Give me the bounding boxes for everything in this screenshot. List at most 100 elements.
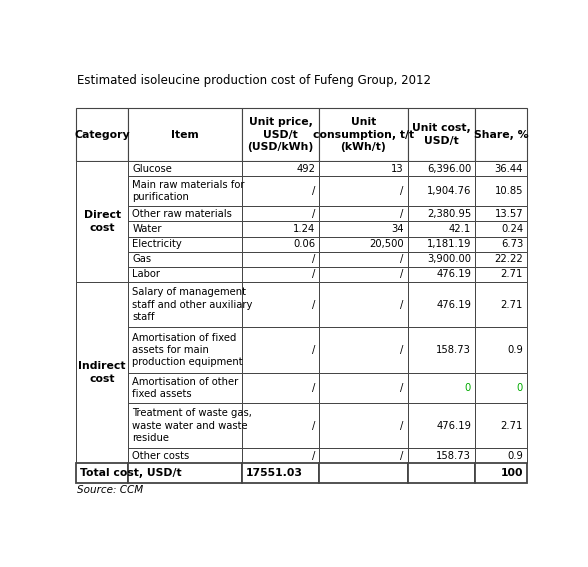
Bar: [128, 176, 242, 206]
Bar: [319, 236, 407, 252]
Text: Other raw materials: Other raw materials: [132, 209, 232, 219]
Bar: [76, 282, 128, 327]
Text: 0.24: 0.24: [501, 224, 523, 234]
Bar: [76, 222, 128, 236]
Bar: [407, 252, 475, 267]
Text: 0: 0: [465, 383, 471, 393]
Text: /: /: [312, 383, 315, 393]
Text: 0: 0: [517, 383, 523, 393]
Bar: [475, 327, 527, 373]
Text: Main raw materials for
purification: Main raw materials for purification: [132, 180, 245, 202]
Bar: [128, 222, 242, 236]
Bar: [319, 161, 407, 176]
Bar: [407, 373, 475, 403]
Text: Direct
cost: Direct cost: [83, 210, 121, 232]
Text: /: /: [400, 451, 404, 461]
Text: /: /: [312, 186, 315, 196]
Text: 42.1: 42.1: [449, 224, 471, 234]
Bar: [475, 463, 527, 483]
Bar: [242, 161, 319, 176]
Text: Unit
consumption, t/t
(kWh/t): Unit consumption, t/t (kWh/t): [313, 117, 414, 152]
Bar: [475, 403, 527, 448]
Bar: [128, 206, 242, 222]
Text: Item: Item: [171, 129, 199, 139]
Bar: [76, 327, 128, 373]
Text: Glucose: Glucose: [132, 163, 172, 174]
Text: 6.73: 6.73: [501, 239, 523, 249]
Text: /: /: [400, 269, 404, 280]
Bar: [475, 373, 527, 403]
Bar: [319, 252, 407, 267]
Bar: [407, 236, 475, 252]
Text: Total cost, USD/t: Total cost, USD/t: [80, 468, 181, 478]
Bar: [475, 108, 527, 161]
Text: Treatment of waste gas,
waste water and waste
residue: Treatment of waste gas, waste water and …: [132, 408, 252, 443]
Bar: [242, 327, 319, 373]
Bar: [319, 463, 407, 483]
Text: /: /: [400, 345, 404, 355]
Bar: [242, 108, 319, 161]
Bar: [407, 206, 475, 222]
Text: 2.71: 2.71: [500, 269, 523, 280]
Bar: [407, 463, 475, 483]
Text: /: /: [312, 451, 315, 461]
Text: 10.85: 10.85: [495, 186, 523, 196]
Text: /: /: [400, 186, 404, 196]
Text: 34: 34: [391, 224, 404, 234]
Bar: [407, 403, 475, 448]
Bar: [475, 236, 527, 252]
Bar: [128, 236, 242, 252]
Text: Category: Category: [74, 129, 130, 139]
Bar: [128, 267, 242, 282]
Text: Water: Water: [132, 224, 162, 234]
Text: 13.57: 13.57: [495, 209, 523, 219]
Bar: [407, 176, 475, 206]
Bar: [242, 236, 319, 252]
Bar: [242, 206, 319, 222]
Bar: [407, 161, 475, 176]
Text: 476.19: 476.19: [436, 421, 471, 430]
Bar: [475, 448, 527, 463]
Text: 158.73: 158.73: [436, 345, 471, 355]
Bar: [242, 282, 319, 327]
Text: 100: 100: [500, 468, 523, 478]
Text: Unit cost,
USD/t: Unit cost, USD/t: [412, 124, 470, 146]
Text: Gas: Gas: [132, 254, 152, 264]
Text: 2.71: 2.71: [500, 421, 523, 430]
Bar: [475, 161, 527, 176]
Bar: [407, 448, 475, 463]
Text: 0.06: 0.06: [293, 239, 315, 249]
Bar: [76, 161, 128, 282]
Text: 476.19: 476.19: [436, 299, 471, 310]
Text: /: /: [312, 269, 315, 280]
Text: 3,900.00: 3,900.00: [427, 254, 471, 264]
Text: /: /: [312, 299, 315, 310]
Bar: [407, 327, 475, 373]
Text: Estimated isoleucine production cost of Fufeng Group, 2012: Estimated isoleucine production cost of …: [78, 74, 432, 87]
Text: 13: 13: [391, 163, 404, 174]
Text: /: /: [400, 421, 404, 430]
Text: Source: CCM: Source: CCM: [78, 485, 143, 496]
Bar: [128, 403, 242, 448]
Bar: [475, 206, 527, 222]
Bar: [475, 282, 527, 327]
Text: 6,396.00: 6,396.00: [427, 163, 471, 174]
Text: 0.9: 0.9: [507, 345, 523, 355]
Text: 1,181.19: 1,181.19: [426, 239, 471, 249]
Text: 36.44: 36.44: [495, 163, 523, 174]
Bar: [76, 463, 128, 483]
Text: /: /: [312, 254, 315, 264]
Text: /: /: [312, 209, 315, 219]
Text: Unit price,
USD/t
(USD/kWh): Unit price, USD/t (USD/kWh): [248, 117, 314, 152]
Bar: [242, 252, 319, 267]
Bar: [242, 448, 319, 463]
Text: 22.22: 22.22: [495, 254, 523, 264]
Bar: [475, 176, 527, 206]
Text: /: /: [400, 209, 404, 219]
Text: 492: 492: [296, 163, 315, 174]
Text: 1,904.76: 1,904.76: [427, 186, 471, 196]
Bar: [319, 448, 407, 463]
Bar: [242, 176, 319, 206]
Text: Other costs: Other costs: [132, 451, 189, 461]
Bar: [76, 403, 128, 448]
